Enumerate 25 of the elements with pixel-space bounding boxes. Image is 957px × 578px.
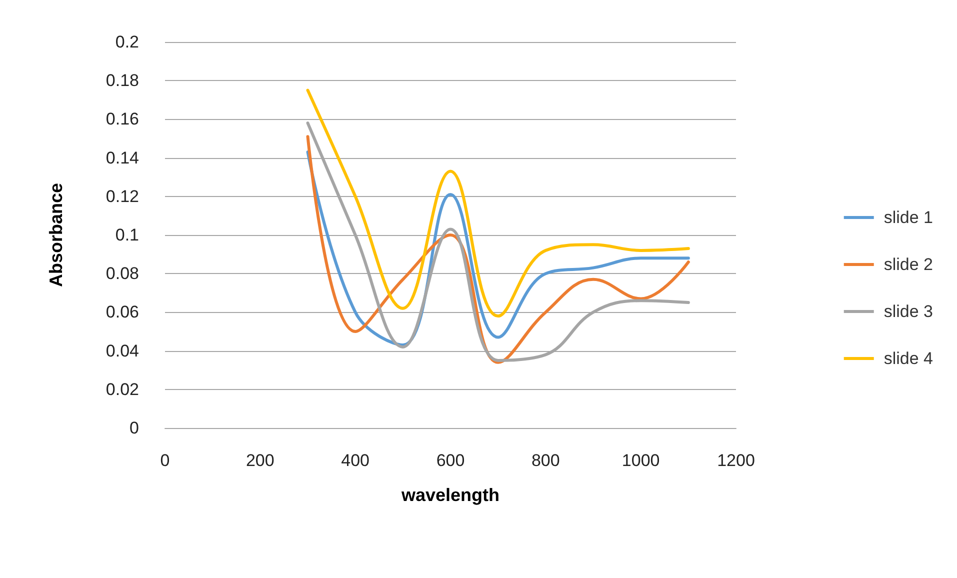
x-tick-label: 400	[341, 451, 370, 470]
y-tick-label: 0.04	[106, 341, 139, 360]
y-tick-label: 0.2	[115, 32, 139, 52]
y-tick-label: 0.18	[106, 71, 139, 90]
x-tick-label: 1200	[717, 451, 755, 470]
legend-label: slide 4	[884, 349, 933, 368]
y-tick-label: 0.14	[106, 148, 139, 168]
line-series	[306, 88, 690, 318]
x-axis-title: wavelength	[400, 485, 500, 505]
y-tick-label: 0.06	[106, 302, 139, 322]
x-tick-label: 600	[436, 451, 465, 470]
legend-label: slide 1	[884, 208, 933, 227]
y-tick-label: 0.12	[106, 186, 139, 206]
x-tick-label: 1000	[622, 451, 660, 470]
x-tick-label: 200	[246, 451, 274, 470]
x-tick-label: 0	[160, 451, 170, 470]
y-tick-label: 0	[130, 418, 139, 438]
y-tick-label: 0.02	[106, 380, 139, 399]
legend-label: slide 2	[884, 255, 933, 274]
y-tick-label: 0.16	[106, 110, 139, 129]
y-tick-label: 0.1	[115, 226, 139, 244]
x-tick-label: 800	[531, 451, 560, 470]
y-axis-title: Absorbance	[46, 182, 66, 288]
y-tick-label: 0.08	[106, 264, 139, 284]
legend-label: slide 3	[884, 302, 933, 321]
